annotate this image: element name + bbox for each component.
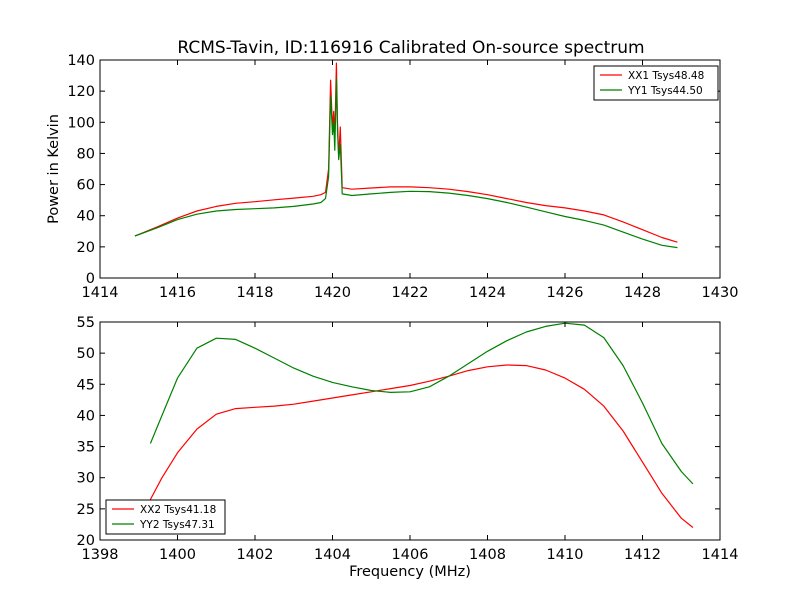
- x-tick-label: 1410: [547, 547, 584, 563]
- legend: XX2 Tsys41.18 YY2 Tsys47.31: [105, 499, 226, 535]
- y-tick-label: 55: [77, 315, 95, 331]
- legend-box: [105, 499, 226, 535]
- y-tick-label: 35: [77, 440, 95, 456]
- x-tick-label: 1406: [392, 547, 429, 563]
- x-tick-label: 1404: [314, 547, 351, 563]
- legend: XX1 Tsys48.48 YY1 Tsys44.50: [593, 65, 719, 101]
- series-line-xx1: [134, 62, 678, 243]
- x-tick-label: 1422: [392, 285, 429, 301]
- bottom-chart: 1398 1400 1402 1404 1406 1408 1410 1412 1414 20 25…: [77, 315, 739, 580]
- x-tick-label: 1418: [237, 285, 274, 301]
- x-tick-label: 1402: [237, 547, 274, 563]
- series-line-yy1: [134, 78, 678, 249]
- x-tick-label: 1414: [702, 547, 739, 563]
- x-tick-label: 1424: [469, 285, 506, 301]
- legend-entry-label: XX1 Tsys48.48: [628, 70, 704, 82]
- series-line-xx2: [149, 364, 694, 528]
- y-tick-label: 40: [77, 209, 95, 225]
- x-tick-label: 1400: [159, 547, 196, 563]
- y-tick-label: 80: [77, 146, 95, 162]
- x-tick-label: 1398: [82, 547, 119, 563]
- y-tick-label: 140: [67, 53, 95, 69]
- y-tick-label: 0: [86, 271, 95, 287]
- y-tick-label: 40: [77, 408, 95, 424]
- legend-box: [593, 65, 719, 101]
- x-tick-label: 1414: [82, 285, 119, 301]
- y-tick-label: 20: [77, 240, 95, 256]
- x-axis-label: Frequency (MHz): [349, 564, 471, 580]
- legend-entry-label: XX2 Tsys41.18: [140, 504, 216, 516]
- y-axis-label: Power in Kelvin: [46, 114, 62, 224]
- figure-title: RCMS-Tavin, ID:116916 Calibrated On-sour…: [177, 38, 644, 58]
- series-line-yy2: [149, 322, 694, 485]
- y-tick-label: 25: [77, 502, 95, 518]
- y-tick-label: 50: [77, 346, 95, 362]
- x-tick-label: 1408: [469, 547, 506, 563]
- x-tick-label: 1420: [314, 285, 351, 301]
- legend-entry-label: YY2 Tsys47.31: [139, 519, 215, 531]
- x-tick-label: 1430: [702, 285, 739, 301]
- x-tick-label: 1416: [159, 285, 196, 301]
- y-tick-label: 100: [67, 115, 95, 131]
- y-tick-label: 45: [77, 377, 95, 393]
- x-tick-label: 1412: [624, 547, 661, 563]
- y-tick-label: 20: [77, 533, 95, 549]
- x-tick-label: 1428: [624, 285, 661, 301]
- y-tick-label: 60: [77, 178, 95, 194]
- y-tick-label: 30: [77, 471, 95, 487]
- x-tick-label: 1426: [547, 285, 584, 301]
- legend-entry-label: YY1 Tsys44.50: [627, 85, 703, 97]
- top-chart: 1414 1416 1418 1420 1422 1424 1426 1428 1430 0 20 4…: [46, 53, 738, 301]
- y-tick-label: 120: [67, 84, 95, 100]
